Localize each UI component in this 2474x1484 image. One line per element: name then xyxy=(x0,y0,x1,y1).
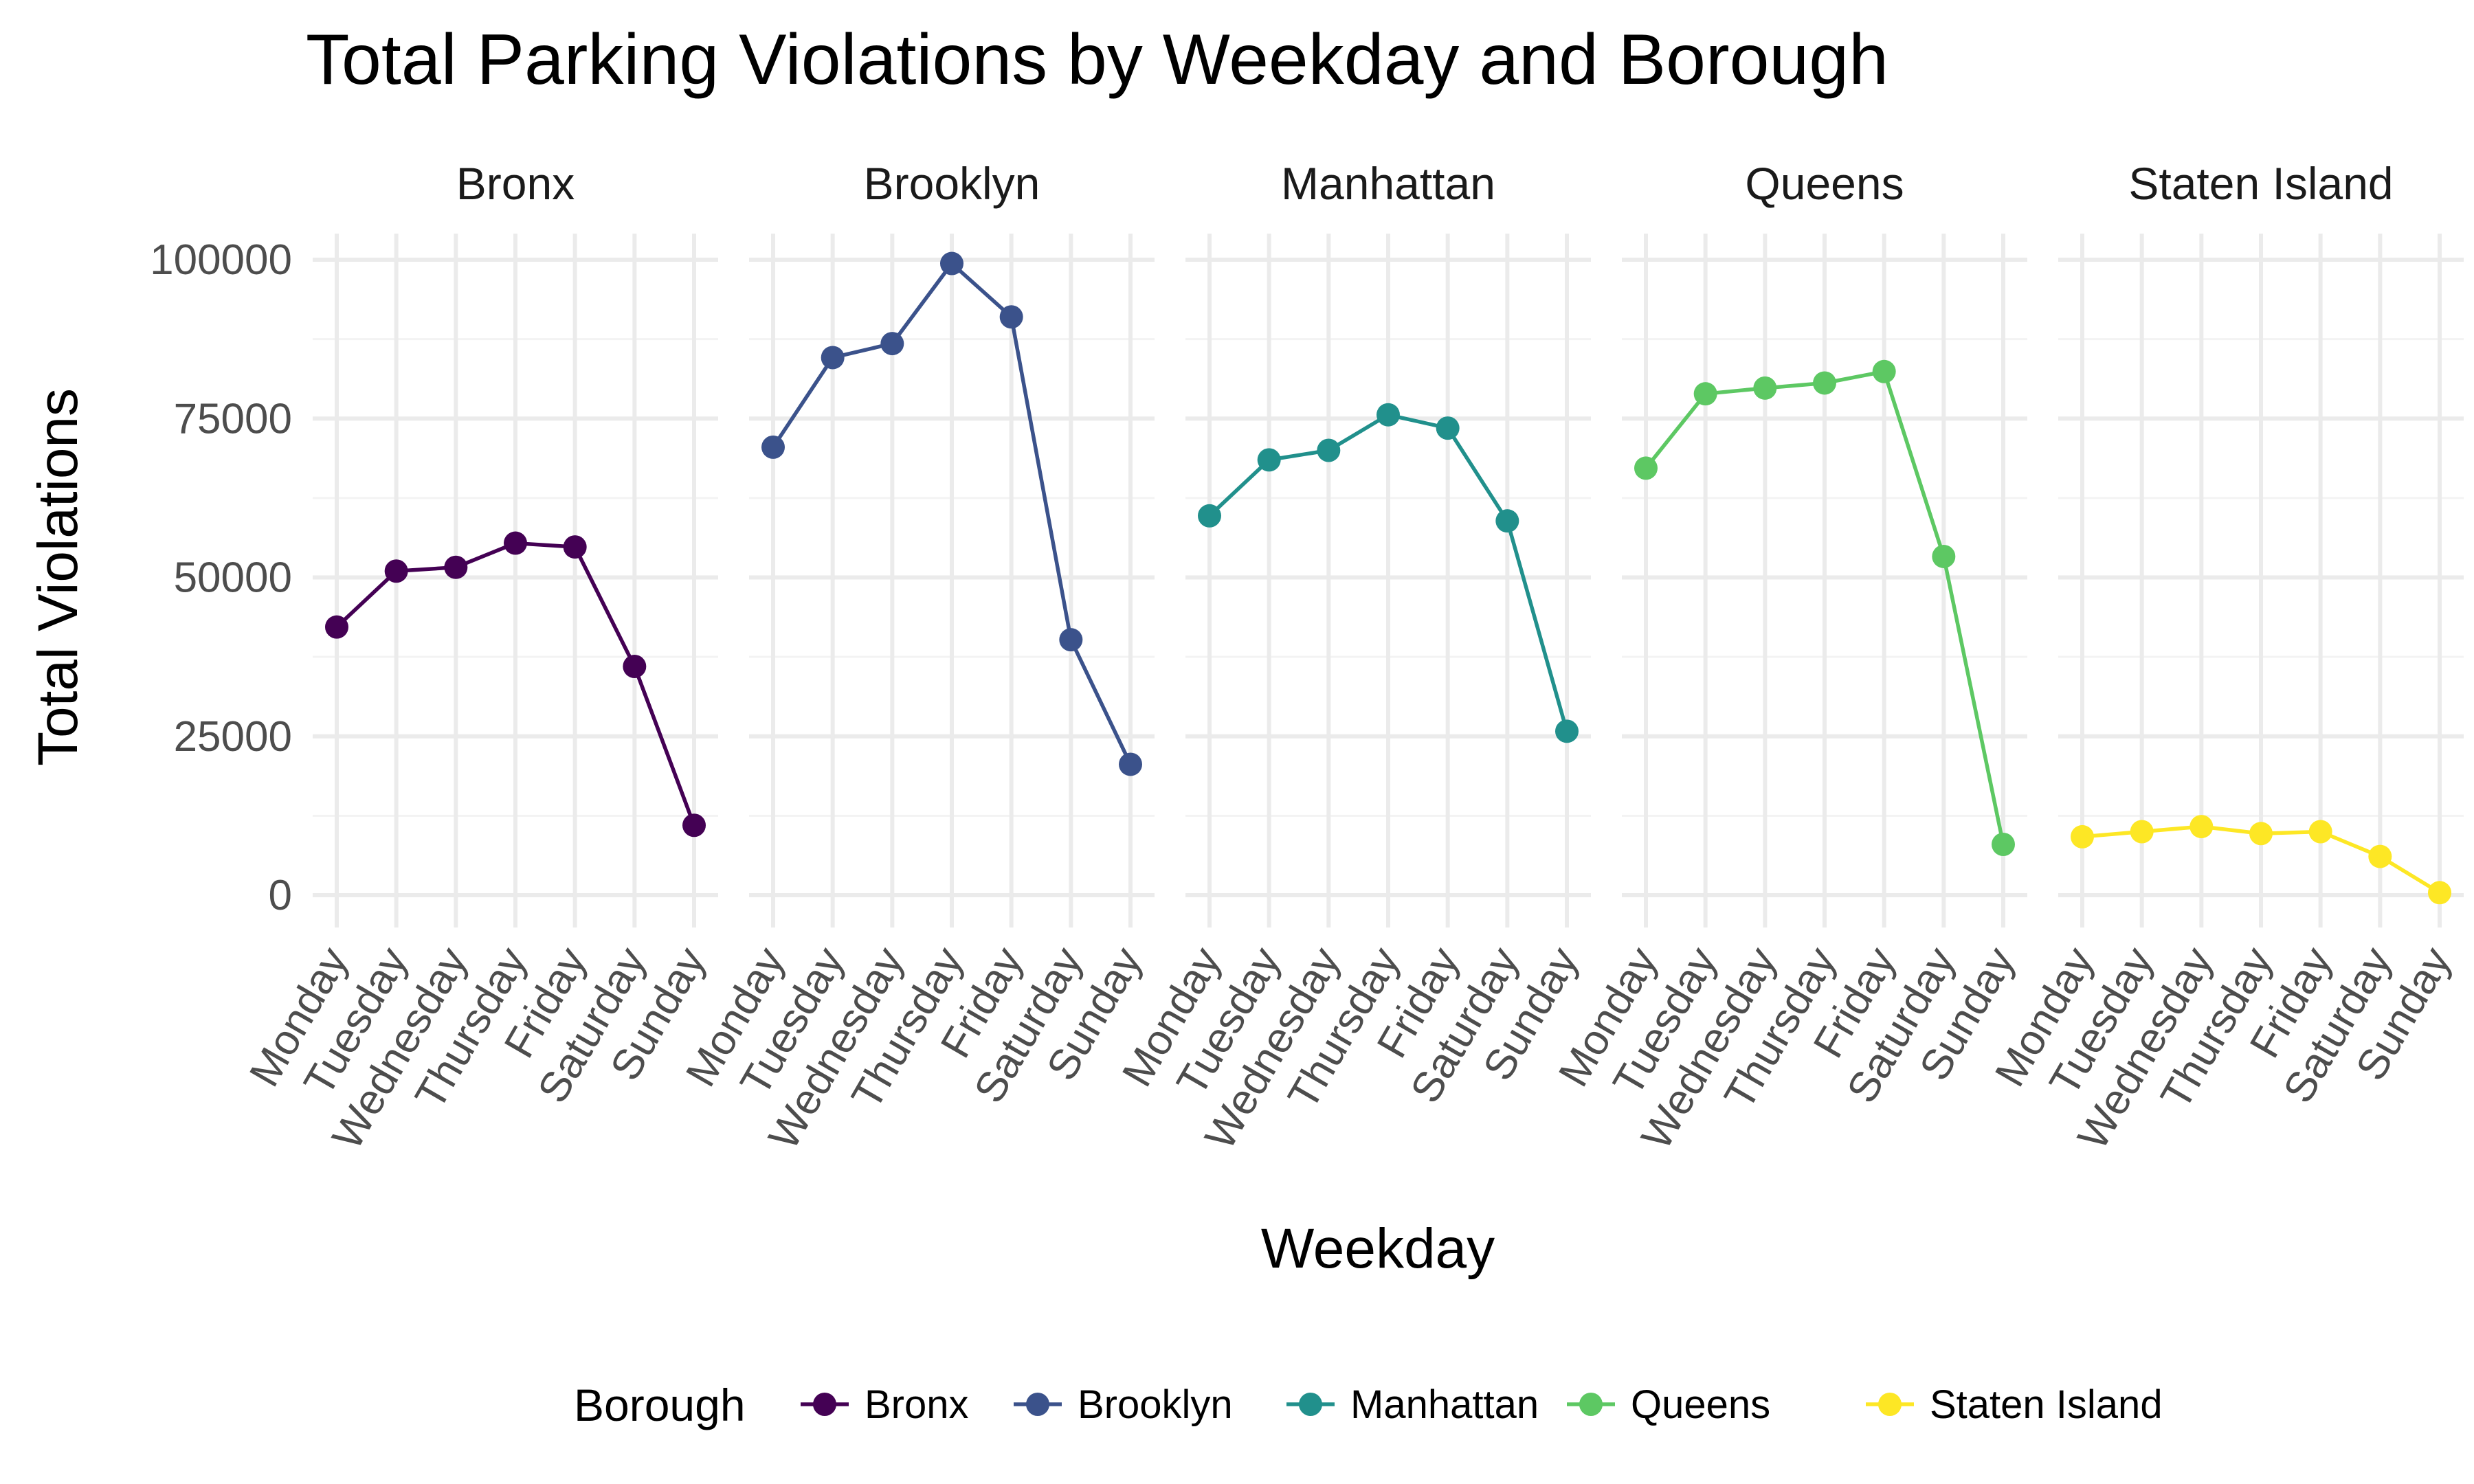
y-axis-title: Total Violations xyxy=(27,388,89,766)
data-point xyxy=(563,535,587,559)
data-point xyxy=(761,435,785,459)
y-tick-label: 100000 xyxy=(150,236,292,284)
legend-key-point xyxy=(1579,1393,1603,1416)
legend-key-point xyxy=(1026,1393,1049,1416)
data-point xyxy=(1634,456,1658,480)
data-point xyxy=(999,305,1023,329)
legend-item: Staten Island xyxy=(1866,1382,2163,1427)
data-point xyxy=(1059,628,1083,652)
y-axis-ticks: 0 25000 50000 75000 100000 xyxy=(150,236,292,919)
data-point xyxy=(2308,820,2332,844)
facet-panel: BrooklynMondayTuesdayWednesdayThursdayFr… xyxy=(677,158,1155,1158)
data-point xyxy=(1377,403,1400,427)
data-point xyxy=(504,531,527,555)
legend-label: Brooklyn xyxy=(1078,1382,1233,1427)
data-point xyxy=(623,655,647,678)
legend-key-point xyxy=(1299,1393,1322,1416)
facet-panel: BronxMondayTuesdayWednesdayThursdayFrida… xyxy=(241,158,718,1158)
data-point xyxy=(1813,371,1836,395)
x-axis-title: Weekday xyxy=(1261,1217,1495,1280)
legend-label: Staten Island xyxy=(1930,1382,2163,1427)
legend-key-point xyxy=(813,1393,836,1416)
data-point xyxy=(1693,382,1717,406)
data-point xyxy=(821,346,845,370)
legend-item: Bronx xyxy=(801,1382,969,1427)
data-point xyxy=(1753,376,1777,400)
data-point xyxy=(1932,544,1956,568)
y-tick-label: 75000 xyxy=(174,395,292,442)
legend-label: Queens xyxy=(1631,1382,1770,1427)
data-point xyxy=(1992,833,2015,856)
data-point xyxy=(1495,509,1519,533)
data-point xyxy=(940,251,963,276)
legend-key-point xyxy=(1878,1393,1902,1416)
data-point xyxy=(325,615,348,639)
data-point xyxy=(1436,416,1460,440)
data-point xyxy=(2189,815,2214,839)
legend-label: Bronx xyxy=(865,1382,969,1427)
data-point xyxy=(1198,504,1221,528)
data-point xyxy=(2368,844,2392,868)
data-point xyxy=(1555,719,1579,743)
data-point xyxy=(2130,820,2154,844)
legend-item: Manhattan xyxy=(1286,1382,1539,1427)
facet-label: Manhattan xyxy=(1281,158,1495,209)
chart-title: Total Parking Violations by Weekday and … xyxy=(306,20,1888,100)
legend-label: Manhattan xyxy=(1350,1382,1539,1427)
facet-label: Staten Island xyxy=(2128,158,2393,209)
legend-title: Borough xyxy=(574,1380,746,1430)
data-point xyxy=(384,559,408,583)
facet-panel: ManhattanMondayTuesdayWednesdayThursdayF… xyxy=(1113,158,1591,1158)
facet-panel: QueensMondayTuesdayWednesdayThursdayFrid… xyxy=(1550,158,2027,1158)
data-point xyxy=(880,332,904,356)
y-tick-label: 25000 xyxy=(174,713,292,761)
facet-label: Brooklyn xyxy=(864,158,1040,209)
data-point xyxy=(1119,752,1142,776)
data-point xyxy=(444,555,468,579)
data-point xyxy=(2249,822,2273,846)
data-point xyxy=(1872,359,1896,383)
data-point xyxy=(1257,448,1281,472)
facet-label: Bronx xyxy=(456,158,575,209)
data-point xyxy=(1317,438,1341,462)
legend-item: Queens xyxy=(1567,1382,1770,1427)
facet-panels: 0 25000 50000 75000 100000BronxMondayTuesday… xyxy=(150,158,2464,1158)
data-point xyxy=(2071,824,2094,848)
data-point xyxy=(2428,881,2451,905)
y-tick-label: 0 xyxy=(269,872,292,919)
legend-item: Brooklyn xyxy=(1014,1382,1233,1427)
data-point xyxy=(682,813,706,837)
facet-label: Queens xyxy=(1745,158,1904,209)
legend: Borough Bronx Brooklyn Manhattan Queens Stat… xyxy=(574,1380,2163,1430)
y-tick-label: 50000 xyxy=(174,554,292,602)
facet-panel: Staten IslandMondayTuesdayWednesdayThurs… xyxy=(1986,158,2464,1158)
